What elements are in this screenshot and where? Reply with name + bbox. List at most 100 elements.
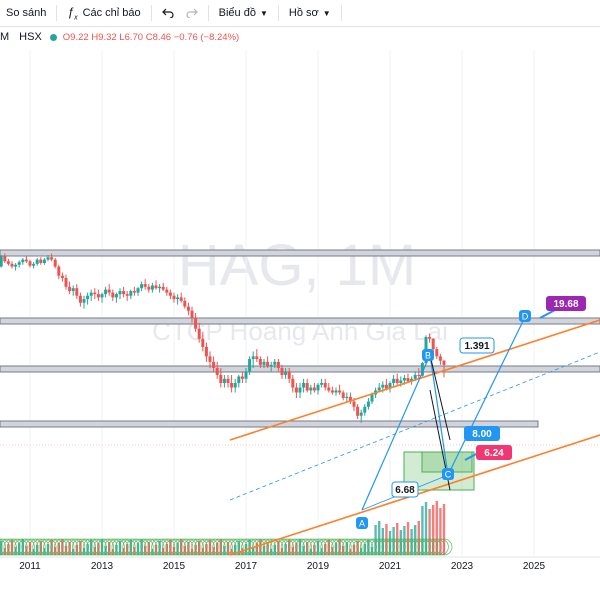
indicators-button[interactable]: ƒx Các chỉ báo	[61, 0, 146, 26]
candle-body	[3, 256, 7, 262]
volume-bar	[406, 522, 410, 555]
candle-body	[244, 371, 248, 379]
candle-body	[21, 259, 25, 263]
candle-body	[32, 263, 36, 266]
candle-body	[399, 380, 403, 383]
candle-body	[438, 356, 442, 361]
volume-bar	[288, 540, 291, 555]
volume-bar	[327, 540, 330, 555]
candle-body	[392, 378, 396, 383]
candle-body	[237, 376, 241, 383]
chart-menu-label: Biểu đồ	[218, 7, 256, 19]
candle-body	[359, 412, 363, 416]
volume-bar	[201, 548, 204, 555]
toolbar-divider	[207, 5, 209, 21]
volume-bar	[392, 527, 395, 555]
candle-body	[287, 371, 291, 379]
candle-body	[89, 292, 93, 296]
volume-bar	[255, 543, 258, 555]
candle-body	[53, 259, 57, 267]
volume-bar	[0, 541, 3, 555]
candle-body	[114, 294, 118, 298]
price-label: 19.68	[553, 299, 578, 310]
undo-button[interactable]	[156, 0, 180, 26]
price-label: 6.24	[484, 448, 504, 459]
volume-ring	[295, 538, 313, 556]
volume-bar	[90, 540, 93, 555]
candle-body	[417, 374, 421, 376]
price-label-box	[459, 337, 495, 354]
volume-ring	[0, 538, 6, 556]
volume-bar	[277, 541, 280, 555]
candle-body	[377, 387, 381, 391]
volume-bar	[349, 549, 352, 555]
pattern-point-label: D	[522, 312, 529, 322]
volume-bar	[295, 543, 298, 555]
candle-body	[255, 356, 259, 360]
chart-menu-button[interactable]: Biểu đồ ▼	[213, 0, 274, 26]
candle-body	[233, 382, 237, 388]
volume-bar	[324, 544, 327, 555]
volume-bar	[219, 539, 222, 555]
price-label: 1.391	[464, 341, 489, 352]
volume-bars	[0, 501, 453, 556]
candle-body	[215, 368, 219, 375]
candle-body	[0, 256, 3, 267]
volume-bar	[298, 539, 302, 555]
pattern-point-label: C	[445, 470, 452, 480]
volume-bar	[122, 548, 125, 555]
candle-body	[46, 257, 50, 260]
candle-body	[251, 356, 255, 360]
candle-body	[143, 284, 147, 287]
profile-menu-button[interactable]: Hồ sơ ▼	[283, 0, 337, 26]
candle-body	[122, 291, 126, 295]
redo-icon	[186, 8, 198, 18]
candle-body	[370, 394, 374, 402]
candle-body	[406, 378, 410, 382]
symbol-prefix[interactable]: M	[0, 31, 10, 43]
candle-body	[100, 294, 104, 298]
candle-body	[190, 310, 194, 318]
pattern-point-marker	[356, 517, 368, 529]
time-axis-label: 2015	[163, 561, 186, 572]
candle-body	[161, 286, 165, 290]
time-axis-label: 2011	[19, 561, 41, 572]
volume-bar	[108, 542, 111, 555]
symbol-legend: M HSX O9.22 H9.32 L6.70 C8.46 −0.76 (−8.…	[0, 28, 239, 46]
volume-bar	[187, 542, 190, 555]
candle-body	[82, 299, 86, 303]
candle-body	[136, 288, 140, 293]
volume-bar	[338, 539, 341, 555]
candle-body	[93, 292, 97, 295]
volume-bar	[399, 530, 402, 555]
volume-ring	[17, 538, 35, 556]
candle-body	[201, 338, 205, 347]
candle-body	[125, 294, 129, 296]
candle-body	[312, 387, 316, 391]
price-label-box	[391, 481, 419, 498]
exchange-label[interactable]: HSX	[19, 31, 42, 43]
time-axis-label: 2025	[523, 561, 546, 572]
volume-bar	[86, 544, 89, 555]
volume-ring	[266, 538, 284, 556]
volume-ring	[226, 538, 244, 556]
volume-bar	[428, 509, 431, 555]
volume-bar	[410, 529, 413, 555]
toolbar-divider	[277, 5, 279, 21]
candle-body	[428, 337, 432, 339]
volume-bar	[57, 543, 60, 555]
volume-bar	[432, 505, 435, 555]
redo-button[interactable]	[180, 0, 204, 26]
candle-body	[291, 378, 295, 388]
candle-body	[395, 378, 399, 383]
volume-bar	[151, 549, 154, 555]
volume-bar	[442, 504, 446, 555]
candle-body	[71, 288, 75, 292]
volume-bar	[316, 541, 320, 555]
candle-body	[327, 387, 331, 391]
compare-button[interactable]: So sánh	[0, 0, 52, 26]
channel-upper-line	[229, 319, 600, 441]
candle-body	[294, 387, 298, 393]
candle-body	[75, 288, 79, 296]
